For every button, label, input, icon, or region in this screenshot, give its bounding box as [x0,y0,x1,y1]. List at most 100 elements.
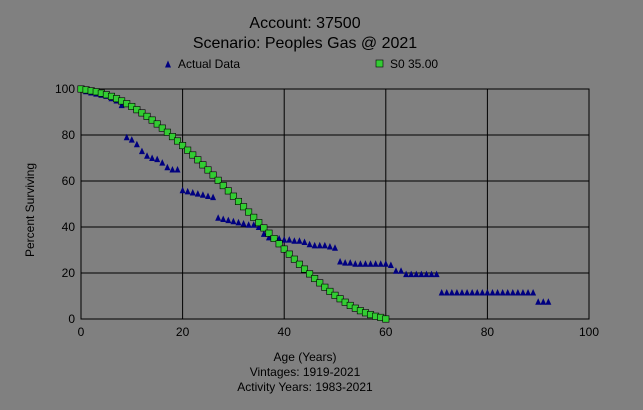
x-tick-labels: 0 20 40 60 80 100 [78,325,600,339]
actual-data-point [225,216,232,224]
actual-data-point [199,191,206,198]
actual-data-point [118,101,125,109]
s0-curve-point [250,213,258,221]
s0-curve-point [168,133,176,141]
actual-data-point [133,140,140,148]
actual-data-point [392,267,399,274]
actual-data-point [265,233,272,241]
s0-curve-point [245,208,253,216]
actual-data-point [367,260,374,267]
actual-data-point [240,220,247,227]
s0-curve-point [255,219,263,227]
legend-actual-marker [165,60,171,68]
actual-data-point [205,192,211,199]
s0-curve-point [163,128,171,136]
actual-data-point [347,259,354,266]
actual-data-point [179,186,186,194]
s0-curve-point [290,255,298,263]
actual-data-point [149,154,156,161]
series-s0-curve [77,85,390,323]
s0-curve-point [204,166,212,174]
actual-data-point [316,241,323,249]
actual-data-point [530,289,537,296]
s0-curve-point [194,156,202,164]
actual-data-point [326,243,333,250]
actual-data-point [484,289,491,296]
actual-data-point [453,289,460,296]
actual-data-point [174,166,181,173]
s0-curve-point [240,203,248,211]
actual-data-point [398,267,405,274]
x-tick-label: 0 [78,325,85,339]
actual-data-point [169,166,176,173]
actual-data-point [311,241,318,249]
s0-curve-point [209,171,217,179]
actual-data-point [494,289,501,296]
chart-title: Account: 37500 [249,15,360,32]
s0-curve-point [321,283,329,291]
actual-data-point [215,214,222,221]
actual-data-point [459,289,465,296]
actual-data-point [301,238,308,245]
actual-data-point [281,236,288,243]
actual-data-point [144,152,151,159]
actual-data-point [535,298,542,305]
actual-data-point [291,237,298,244]
s0-curve-point [311,275,319,283]
s0-curve-point [214,176,222,184]
y-tick-label: 100 [55,82,75,96]
actual-data-point [423,270,430,278]
y-tick-label: 20 [62,266,76,280]
actual-data-point [433,270,440,278]
actual-data-point [540,298,547,305]
s0-curve-point [382,315,390,323]
vintages-note: Vintages: 1919-2021 [250,365,361,379]
actual-data-point [448,289,455,296]
s0-curve-point [301,265,309,273]
actual-data-point [128,136,135,143]
actual-data-point [428,270,435,278]
actual-data-point [154,155,161,163]
actual-data-point [245,221,252,228]
s0-curve-point [285,250,293,258]
actual-data-point [438,289,445,296]
actual-data-point [464,289,471,296]
actual-data-point [525,289,532,296]
actual-data-point [159,159,166,166]
x-tick-label: 100 [579,325,599,339]
actual-data-point [509,289,516,296]
actual-data-point [255,223,262,230]
s0-curve-point [270,235,278,243]
actual-data-point [514,289,521,296]
actual-data-point [545,298,552,305]
actual-data-point [306,240,313,248]
actual-data-point [362,260,369,267]
s0-curve-point [189,151,197,159]
actual-data-point [489,289,496,296]
s0-curve-point [229,192,237,200]
actual-data-point [337,258,344,265]
actual-data-point [382,260,389,267]
actual-data-point [357,260,364,267]
s0-curve-point [280,245,288,253]
legend-s0-label: S0 35.00 [390,57,438,71]
actual-data-point [210,193,217,201]
s0-curve-point [306,270,314,278]
actual-data-point [403,270,410,278]
actual-data-point [276,235,283,242]
y-tick-labels: 0 20 40 60 80 100 [55,82,75,326]
legend-actual-label: Actual Data [178,57,240,71]
chart-subtitle: Scenario: Peoples Gas @ 2021 [193,35,417,52]
plot-area [80,88,590,320]
activity-years-note: Activity Years: 1983-2021 [237,380,373,394]
x-axis-label: Age (Years) [274,350,337,364]
actual-data-point [332,244,338,251]
s0-curve-point [275,240,283,248]
x-tick-label: 80 [481,325,495,339]
actual-data-point [479,289,486,296]
actual-data-point [352,260,359,267]
actual-data-point [250,221,257,228]
actual-data-point [123,133,130,141]
actual-data-point [372,260,379,267]
